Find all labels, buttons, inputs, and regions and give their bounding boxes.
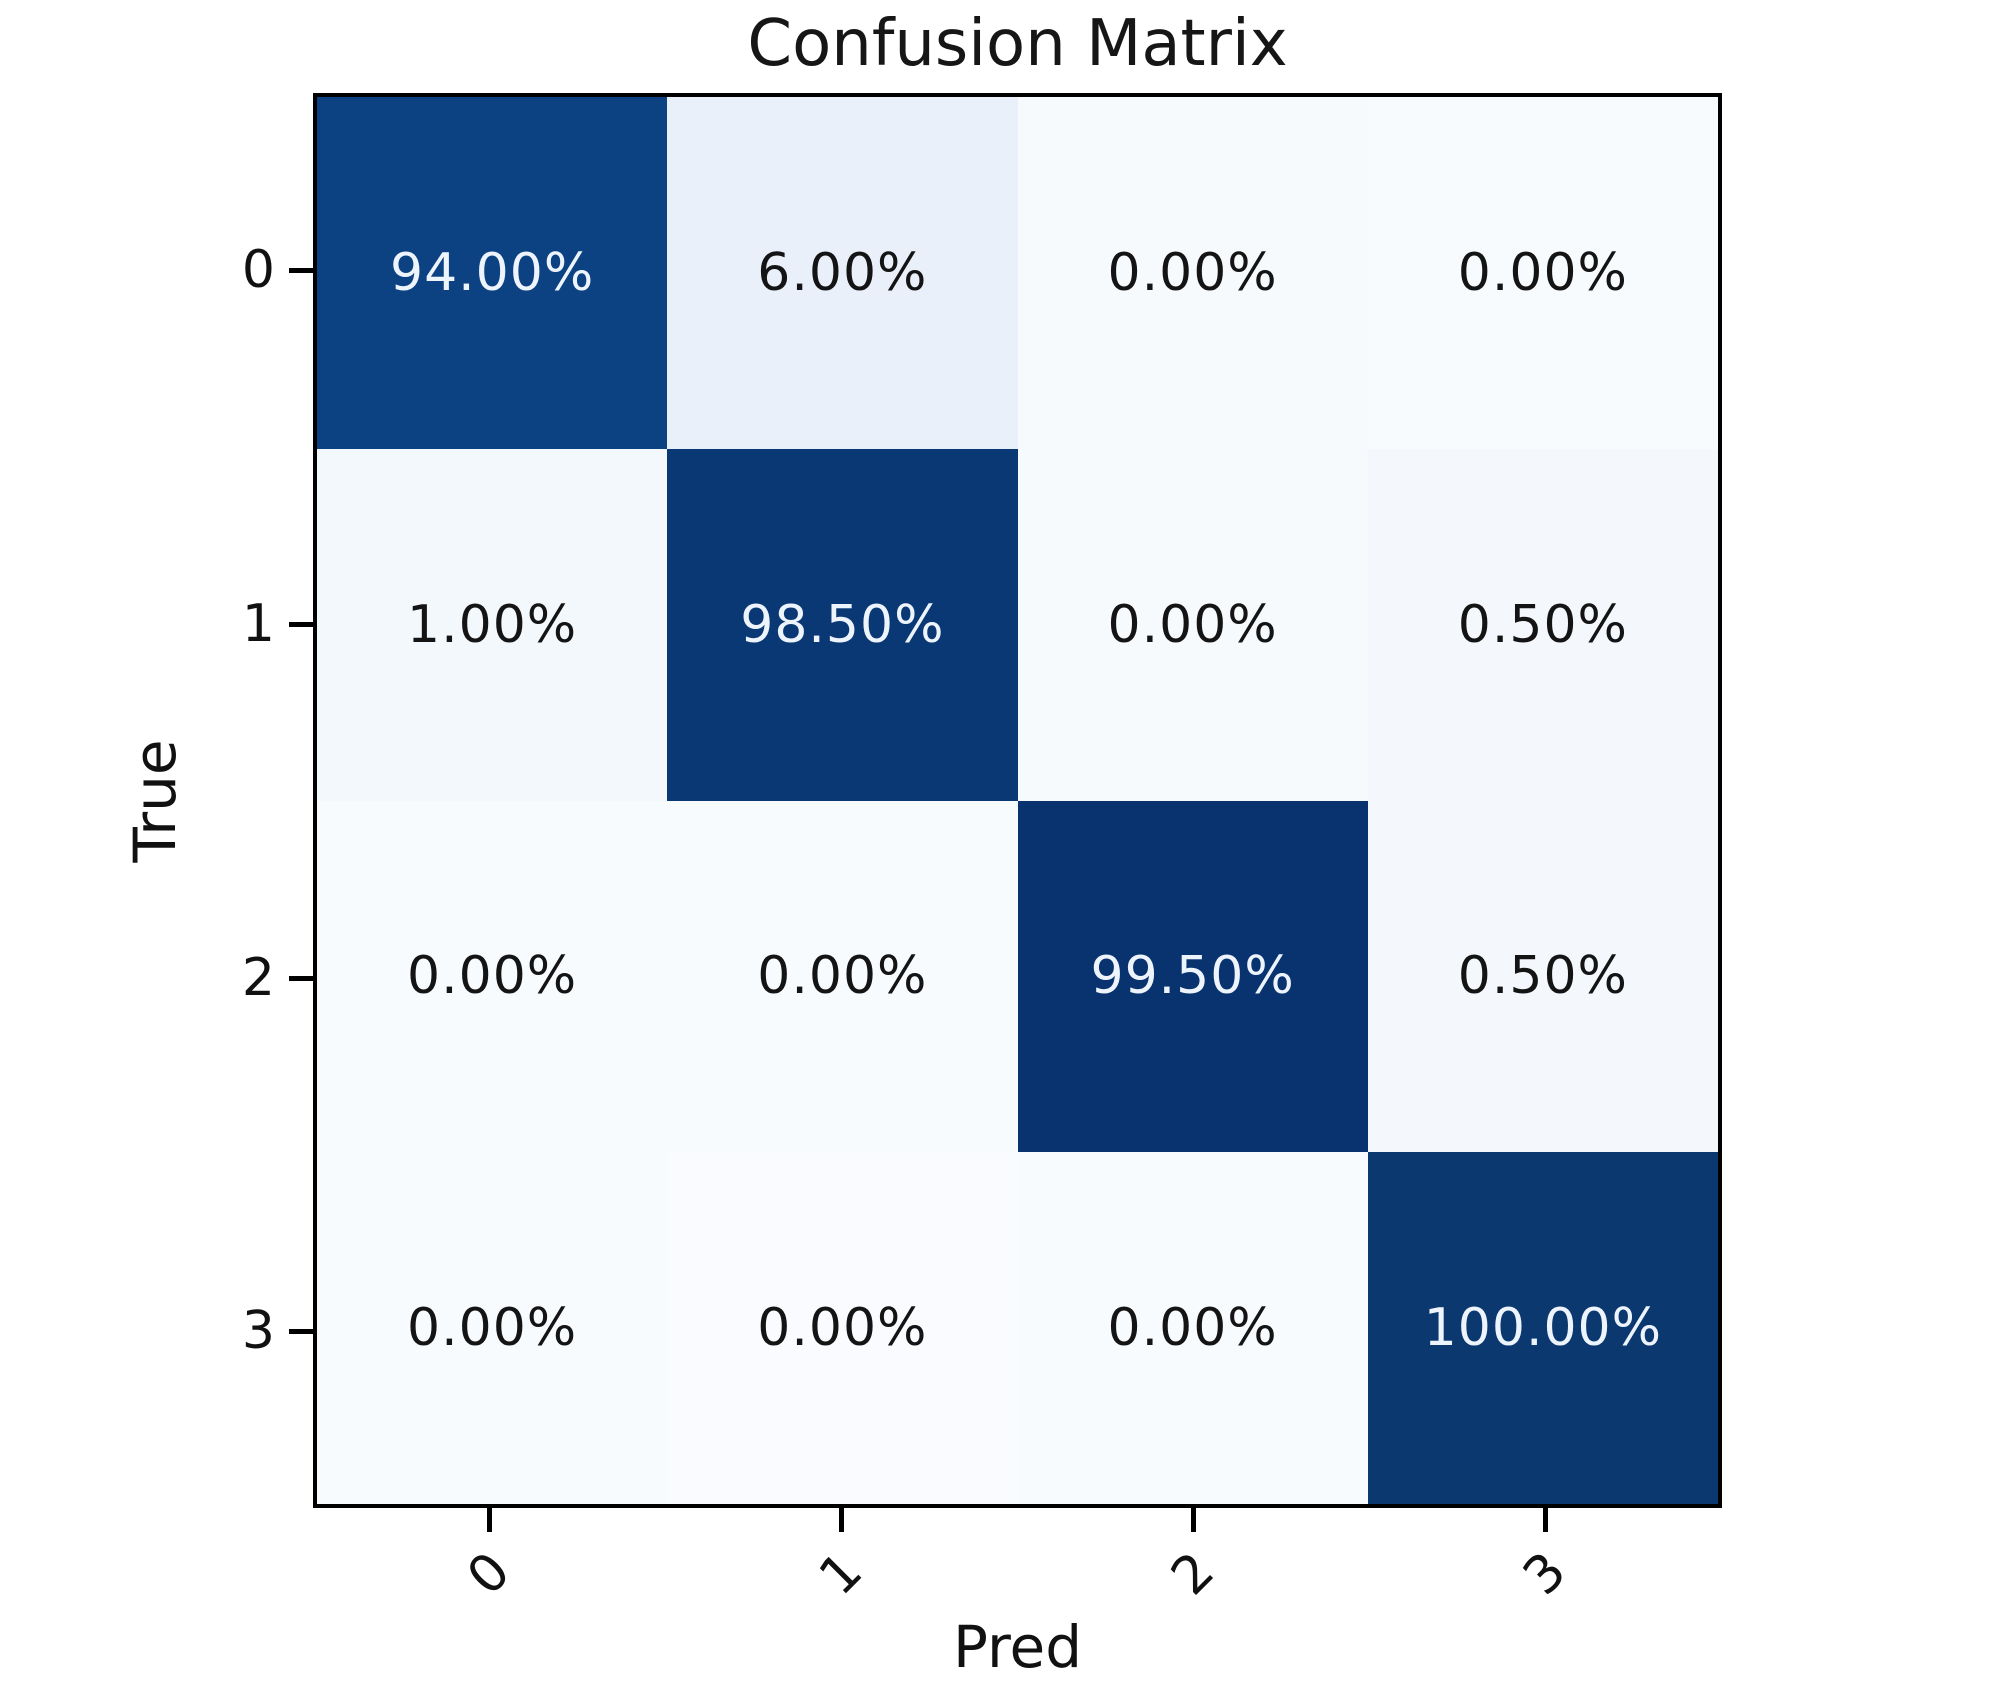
matrix-cell-r1c1: 98.50% xyxy=(667,448,1018,801)
matrix-cell-r2c3: 0.50% xyxy=(1367,800,1718,1153)
matrix-cell-r3c2: 0.00% xyxy=(1017,1152,1368,1504)
x-axis-label: Pred xyxy=(952,1613,1083,1681)
y-tick-label-0: 0 xyxy=(241,240,275,300)
matrix-cell-r0c2: 0.00% xyxy=(1017,97,1368,449)
y-axis-label: True xyxy=(121,739,189,863)
matrix-cell-r2c1: 0.00% xyxy=(667,800,1018,1153)
x-tick-mark-0 xyxy=(487,1508,492,1532)
y-tick-label-2: 2 xyxy=(241,948,275,1008)
matrix-cell-r1c0: 1.00% xyxy=(317,448,668,801)
x-tick-mark-1 xyxy=(839,1508,844,1532)
matrix-cell-r0c1: 6.00% xyxy=(667,97,1018,449)
x-tick-label-1: 1 xyxy=(808,1541,874,1607)
x-tick-label-3: 3 xyxy=(1512,1541,1578,1607)
matrix-cell-r1c3: 0.50% xyxy=(1367,448,1718,801)
y-tick-mark-1 xyxy=(289,622,313,627)
y-tick-mark-2 xyxy=(289,976,313,981)
y-tick-mark-0 xyxy=(289,268,313,273)
y-tick-label-1: 1 xyxy=(241,594,275,654)
matrix-cell-r3c3: 100.00% xyxy=(1367,1152,1718,1504)
x-tick-label-2: 2 xyxy=(1160,1541,1226,1607)
y-tick-mark-3 xyxy=(289,1329,313,1334)
x-tick-mark-2 xyxy=(1191,1508,1196,1532)
matrix-cell-r3c1: 0.00% xyxy=(667,1152,1018,1504)
matrix-cell-r2c0: 0.00% xyxy=(317,800,668,1153)
matrix-cell-r3c0: 0.00% xyxy=(317,1152,668,1504)
matrix-cell-r0c3: 0.00% xyxy=(1367,97,1718,449)
matrix-cell-r2c2: 99.50% xyxy=(1017,800,1368,1153)
x-tick-label-0: 0 xyxy=(456,1541,522,1607)
y-tick-label-3: 3 xyxy=(241,1301,275,1361)
matrix-cell-r1c2: 0.00% xyxy=(1017,448,1368,801)
x-tick-mark-3 xyxy=(1543,1508,1548,1532)
matrix-cell-r0c0: 94.00% xyxy=(317,97,668,449)
chart-title: Confusion Matrix xyxy=(747,7,1288,81)
heatmap-axes: 94.00% 6.00% 0.00% 0.00% 1.00% 98.50% 0.… xyxy=(313,93,1722,1508)
